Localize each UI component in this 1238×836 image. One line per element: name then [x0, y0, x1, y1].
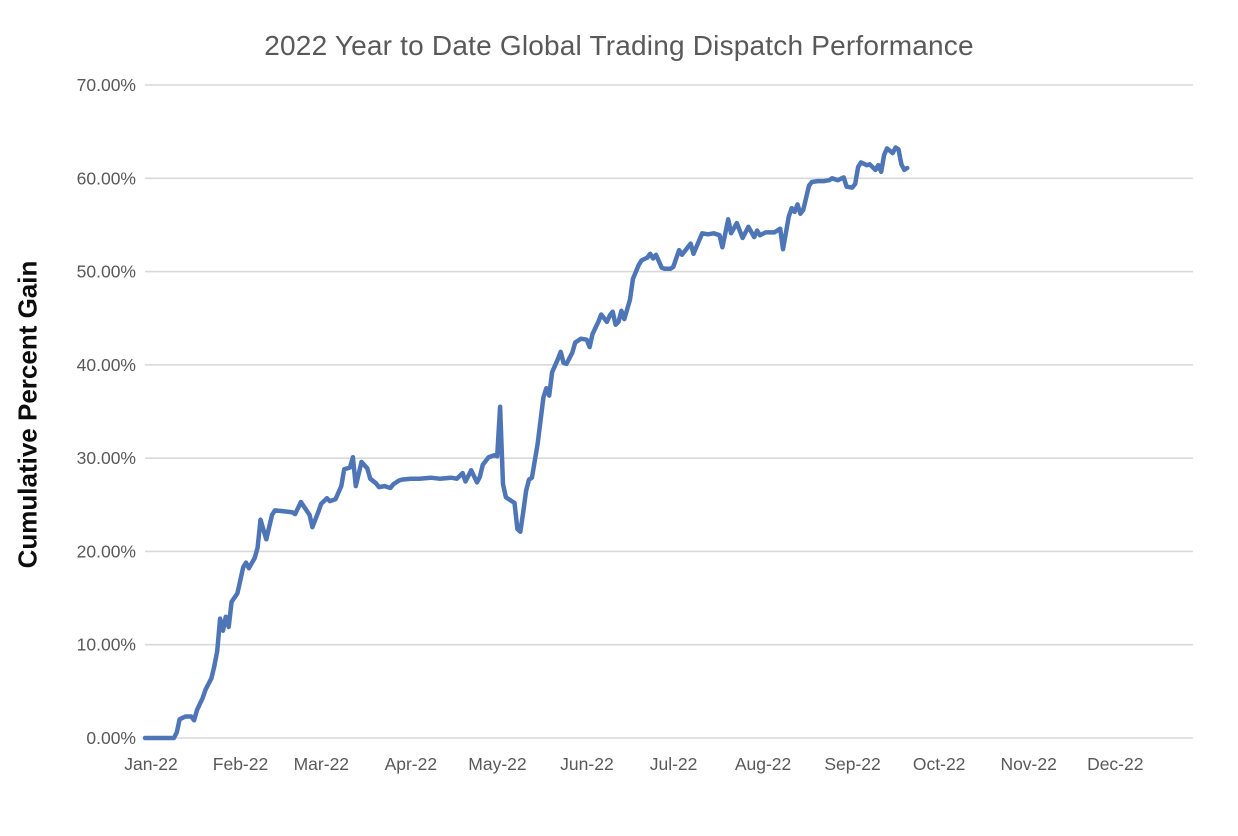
y-tick-label: 0.00% [86, 728, 136, 748]
x-tick-label: Apr-22 [385, 754, 438, 774]
y-tick-label: 60.00% [77, 168, 136, 188]
x-tick-label: Sep-22 [824, 754, 880, 774]
x-tick-label: May-22 [468, 754, 526, 774]
x-tick-label: Mar-22 [294, 754, 349, 774]
series-line-group [142, 145, 910, 741]
y-tick-label: 30.00% [77, 448, 136, 468]
y-tick-label: 10.00% [77, 635, 136, 655]
x-tick-label: Jun-22 [560, 754, 614, 774]
y-tick-label: 70.00% [77, 75, 136, 95]
y-tick-label: 50.00% [77, 262, 136, 282]
x-tick-label: Dec-22 [1087, 754, 1143, 774]
y-tick-label: 40.00% [77, 355, 136, 375]
x-tick-label: Oct-22 [913, 754, 966, 774]
x-tick-label: Jul-22 [650, 754, 698, 774]
y-tick-label: 20.00% [77, 541, 136, 561]
x-tick-label: Aug-22 [735, 754, 791, 774]
y-axis-labels: 0.00% 10.00% 20.00% 30.00% 40.00% 50.00% 60.00… [77, 75, 136, 748]
series-path [142, 145, 910, 741]
chart-title: 2022 Year to Date Global Trading Dispatc… [264, 30, 974, 61]
x-axis-labels: Jan-22 Feb-22 Mar-22 Apr-22 May-22 Jun-22 Jul-… [124, 754, 1143, 774]
gridlines [145, 84, 1193, 739]
x-tick-label: Feb-22 [213, 754, 268, 774]
x-tick-label: Jan-22 [124, 754, 178, 774]
x-tick-label: Nov-22 [1000, 754, 1056, 774]
